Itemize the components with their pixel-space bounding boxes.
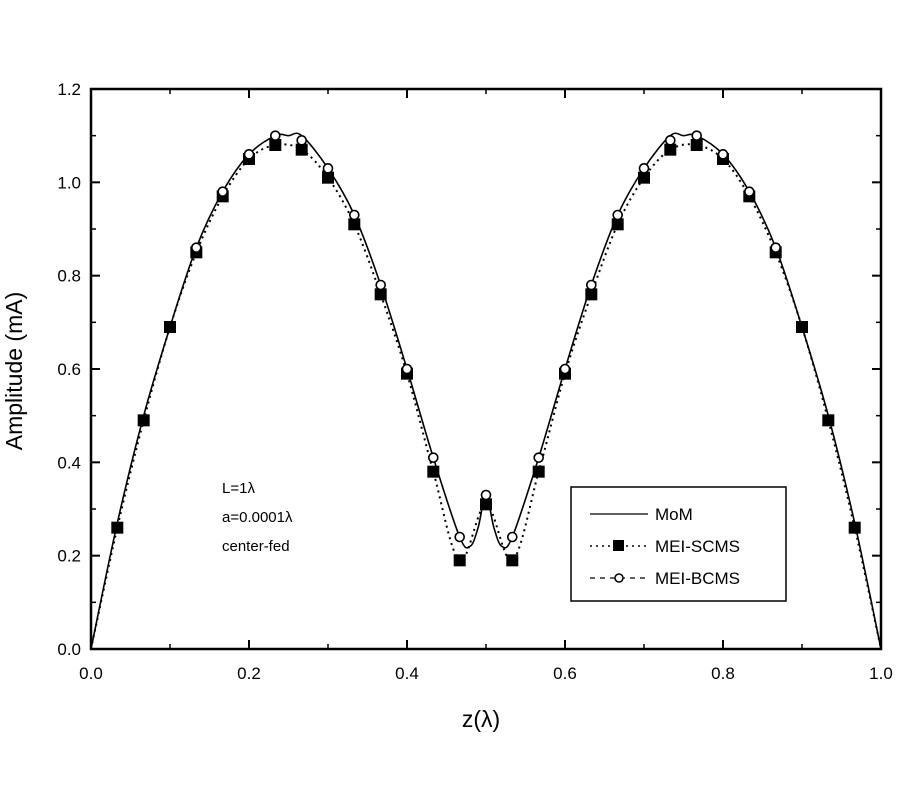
data-point-circle: [296, 135, 307, 146]
y-tick-label: 1.2: [57, 80, 81, 99]
y-tick-label: 0.2: [57, 547, 81, 566]
data-point-square: [532, 465, 545, 478]
data-point-circle: [770, 242, 781, 253]
data-point-square: [295, 143, 308, 156]
y-tick-label: 0.8: [57, 267, 81, 286]
data-point-square: [690, 139, 703, 151]
data-point-circle: [533, 452, 544, 463]
data-point-circle: [401, 363, 413, 375]
data-point-circle: [691, 130, 702, 141]
y-tick-label: 0.4: [57, 453, 81, 472]
data-point-square: [453, 554, 466, 567]
y-axis-title: Amplitude (mA): [1, 292, 27, 450]
data-point-square: [848, 521, 861, 534]
data-point-square: [427, 465, 440, 478]
data-point-square: [348, 218, 361, 231]
data-point-circle: [191, 242, 202, 253]
data-point-circle: [665, 135, 676, 146]
annotation-block: L=1λ a=0.0001λ center-fed: [222, 480, 293, 555]
x-tick-label: 0.8: [711, 664, 735, 683]
x-tick-label: 0.6: [553, 664, 577, 683]
data-point-square: [664, 143, 677, 156]
legend-label-mei-scms: MEI-SCMS: [655, 537, 740, 556]
x-axis-title: z(λ): [462, 706, 500, 732]
data-point-circle: [638, 163, 650, 174]
data-point-square: [480, 498, 492, 511]
x-tick-label: 0.2: [237, 664, 261, 683]
filled-square-icon: [613, 540, 624, 551]
data-point-square: [111, 521, 124, 534]
data-point-square: [638, 171, 650, 184]
data-point-square: [374, 288, 387, 301]
y-tick-label: 1.0: [57, 173, 81, 192]
x-tick-label: 1.0: [869, 664, 893, 683]
x-axis-ticks: 0.0 0.2 0.4 0.6 0.8 1.0: [79, 89, 893, 683]
series-layer: [90, 130, 882, 650]
data-point-circle: [507, 531, 518, 543]
data-point-square: [322, 171, 334, 184]
y-tick-label: 0.6: [57, 360, 81, 379]
data-point-square: [164, 321, 176, 333]
data-point-circle: [349, 209, 360, 221]
data-point-square: [506, 554, 519, 567]
legend-item-mei-scms: MEI-SCMS: [590, 537, 740, 556]
data-point-square: [796, 321, 808, 333]
legend: MoM MEI-SCMS MEI-BCMS: [570, 486, 787, 602]
data-point-square: [269, 139, 282, 151]
annotation-feed: center-fed: [222, 538, 290, 555]
legend-item-mei-bcms: MEI-BCMS: [590, 569, 740, 588]
data-point-circle: [375, 279, 386, 291]
data-point-circle: [428, 452, 439, 463]
legend-label-mom: MoM: [655, 505, 693, 524]
x-tick-label: 0.4: [395, 664, 419, 683]
data-point-circle: [586, 279, 597, 291]
data-point-square: [137, 414, 150, 427]
data-point-circle: [717, 149, 729, 160]
x-tick-label: 0.0: [79, 664, 103, 683]
data-point-circle: [243, 149, 255, 160]
data-point-circle: [612, 209, 623, 221]
data-point-circle: [559, 363, 571, 375]
data-point-square: [822, 414, 835, 427]
data-point-square: [585, 288, 598, 301]
annotation-radius: a=0.0001λ: [222, 509, 293, 526]
data-point-circle: [744, 186, 755, 197]
open-circle-icon: [614, 573, 624, 583]
data-point-circle: [480, 489, 492, 501]
series-line-mei-scms: [90, 143, 882, 650]
data-point-circle: [322, 163, 334, 174]
data-point-square: [611, 218, 624, 231]
data-point-circle: [454, 531, 465, 543]
y-axis-ticks: 0.0 0.2 0.4 0.6 0.8 1.0 1.2: [57, 80, 881, 659]
data-point-circle: [270, 130, 281, 141]
y-tick-label: 0.0: [57, 640, 81, 659]
data-point-circle: [217, 186, 228, 197]
legend-item-mom: MoM: [590, 505, 693, 524]
annotation-length: L=1λ: [222, 480, 255, 497]
legend-box: [570, 486, 787, 602]
legend-label-mei-bcms: MEI-BCMS: [655, 569, 740, 588]
